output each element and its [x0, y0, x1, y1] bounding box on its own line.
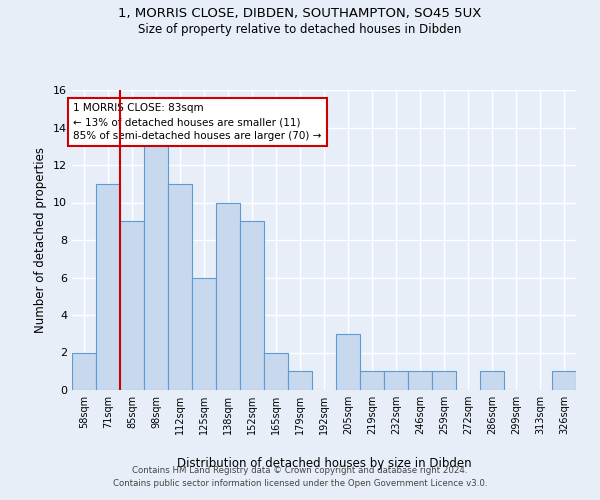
Bar	[480, 371, 504, 390]
Bar	[360, 371, 384, 390]
Text: 1, MORRIS CLOSE, DIBDEN, SOUTHAMPTON, SO45 5UX: 1, MORRIS CLOSE, DIBDEN, SOUTHAMPTON, SO…	[118, 8, 482, 20]
Text: 1 MORRIS CLOSE: 83sqm
← 13% of detached houses are smaller (11)
85% of semi-deta: 1 MORRIS CLOSE: 83sqm ← 13% of detached …	[73, 103, 322, 141]
Bar	[264, 352, 288, 390]
Bar	[384, 371, 408, 390]
Bar	[96, 184, 120, 390]
Bar	[240, 221, 264, 390]
Bar	[552, 371, 576, 390]
Bar	[288, 371, 312, 390]
Text: Size of property relative to detached houses in Dibden: Size of property relative to detached ho…	[139, 22, 461, 36]
Bar	[168, 184, 192, 390]
Text: Contains HM Land Registry data © Crown copyright and database right 2024.
Contai: Contains HM Land Registry data © Crown c…	[113, 466, 487, 487]
Bar	[432, 371, 456, 390]
Text: Distribution of detached houses by size in Dibden: Distribution of detached houses by size …	[176, 458, 472, 470]
Bar	[408, 371, 432, 390]
Bar	[192, 278, 216, 390]
Bar	[144, 146, 168, 390]
Bar	[216, 202, 240, 390]
Bar	[72, 352, 96, 390]
Bar	[336, 334, 360, 390]
Bar	[120, 221, 144, 390]
Y-axis label: Number of detached properties: Number of detached properties	[34, 147, 47, 333]
